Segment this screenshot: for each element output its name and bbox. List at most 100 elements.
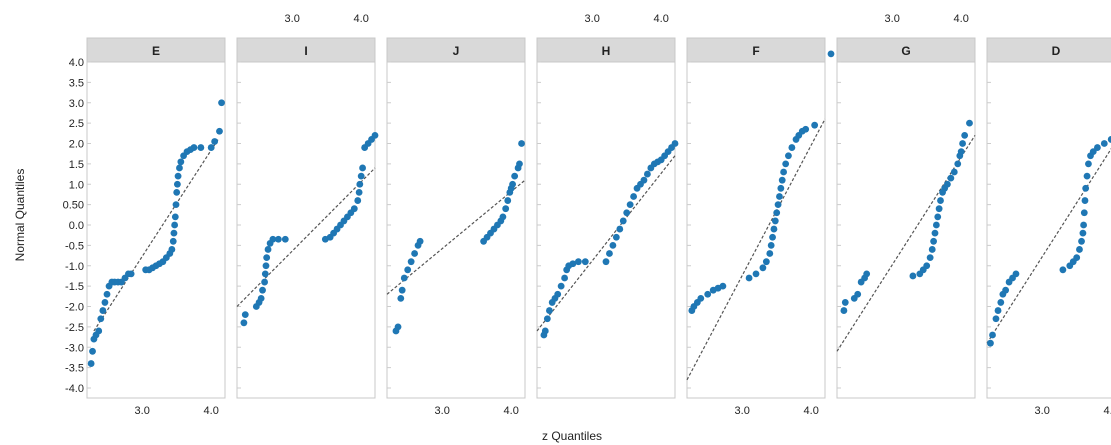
y-tick-label: -3.0 [65,342,84,354]
reference-line [686,118,826,381]
x-tick-label: 3.0 [885,13,900,25]
data-point [197,144,205,151]
data-point [264,246,272,253]
data-point [602,258,610,266]
data-point [407,258,415,266]
y-tick-label: 0.0 [69,220,84,232]
data-point [240,319,248,327]
data-point [504,197,512,204]
data-point [1089,148,1097,156]
data-point [1081,197,1089,204]
data-point [935,205,943,213]
data-point [644,170,651,178]
y-tick-label: 2.5 [69,118,84,130]
data-point [127,270,135,278]
data-point [357,172,365,180]
data-point [926,254,934,261]
y-tick-label: -2.5 [65,322,84,334]
data-point [788,144,796,151]
data-point [569,260,577,268]
data-point [581,258,589,266]
data-point [397,294,405,302]
facet-label: G [901,44,910,58]
data-point [394,323,402,331]
y-axis-title: Normal Quantiles [13,169,27,262]
data-point [994,307,1002,314]
data-point [261,270,269,278]
data-point [509,180,516,188]
facet-strip [86,37,226,63]
facet-strip [236,37,376,63]
data-point [263,254,271,261]
data-point [957,148,965,156]
data-point [499,213,507,221]
data-point [954,160,962,168]
data-point [766,250,774,257]
data-point [177,158,185,166]
data-point [216,127,223,135]
data-point [959,140,966,147]
data-point [359,164,366,172]
x-tick-label: 4.0 [954,13,969,25]
y-tick-label: 1.5 [69,159,84,171]
data-point [928,246,936,253]
data-point [612,233,620,241]
data-point [259,286,266,294]
x-tick-label: 4.0 [654,13,669,25]
data-point [518,140,525,147]
data-point [262,262,270,270]
data-point [171,213,179,221]
facet-panel-j: J 3.0 4.0 [386,37,526,417]
data-point [103,290,111,298]
data-point [827,50,835,58]
facet-label: F [752,44,759,58]
panel-frame [986,61,1111,399]
data-point [671,140,679,147]
data-point [1073,254,1081,261]
data-point [752,270,760,278]
data-point [99,307,107,314]
data-point [95,327,103,335]
data-point [87,360,95,367]
data-point [944,180,951,188]
data-point [1094,144,1101,151]
data-point [961,131,969,139]
data-point [207,144,215,151]
data-point [172,201,180,209]
facet-panels: E 3.0 4.0 I 3.0 4.0 J 3.0 4.0 H 3.0 4.0 F 3.0 4.0 G 3.0 4… [86,13,1111,417]
facet-panel-f: F 3.0 4.0 [686,37,835,417]
data-point [930,237,937,245]
data-point [241,311,249,319]
panel-frame [836,61,976,399]
data-point [211,138,219,145]
facet-strip [686,37,826,63]
data-point [173,189,181,196]
data-point [170,229,178,237]
facet-strip [386,37,526,63]
data-point [811,121,819,129]
data-point [776,193,783,200]
facet-label: J [453,44,460,58]
data-point [719,282,727,290]
x-tick-label: 3.0 [735,405,750,417]
panel-frame [386,61,526,399]
data-point [516,160,523,168]
data-point [1076,246,1083,253]
y-axis: -4.0 -3.5 -3.0 -2.5 -2.0 -1.5 -1.0 -0.5 0.0 0.50 1… [63,57,84,395]
data-point [561,274,568,282]
data-point [174,172,182,180]
data-point [745,274,753,282]
data-point [932,221,940,229]
data-point [511,172,519,180]
data-point [1078,237,1085,245]
data-point [802,125,810,133]
data-point [502,205,510,213]
data-point [1059,266,1067,274]
data-point [89,347,96,355]
data-point [269,235,277,243]
data-point [355,189,363,196]
data-point [640,176,648,184]
y-tick-label: 2.0 [69,139,84,151]
facet-panel-g: G 3.0 4.0 [836,13,976,399]
data-point [354,197,362,204]
